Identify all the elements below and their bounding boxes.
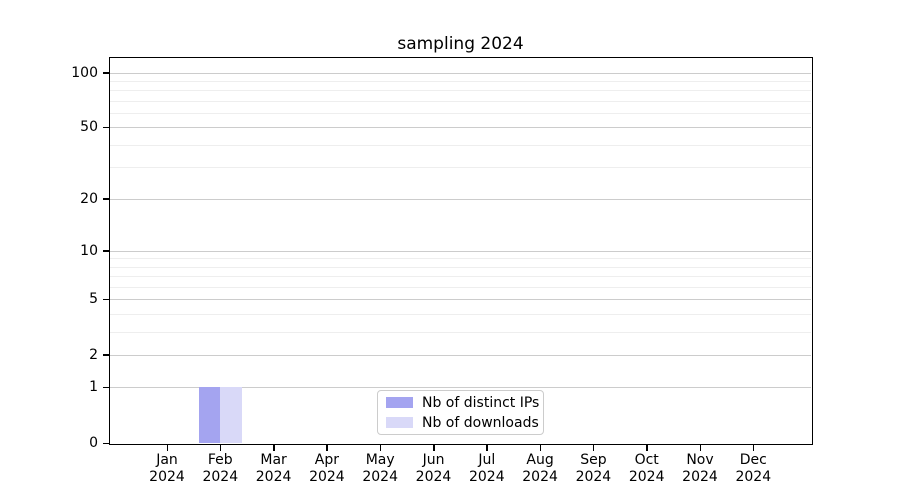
major-gridline [110,299,811,301]
y-tick-mark [103,386,110,389]
x-tick-mark [752,444,755,451]
x-tick-label: Apr 2024 [309,452,345,485]
legend-label: Nb of downloads [422,414,539,431]
y-tick-label: 0 [89,435,98,451]
x-tick-mark [273,444,275,451]
y-tick-label: 1 [89,379,98,396]
minor-gridline [110,113,811,114]
legend-item: Nb of distinct IPs [386,395,539,411]
minor-gridline [110,276,811,278]
x-tick-label: Oct 2024 [628,452,665,485]
legend-label: Nb of distinct IPs [422,394,540,411]
x-tick-mark [592,444,595,451]
minor-gridline [110,90,811,92]
x-tick-mark [646,444,648,451]
x-tick-mark [379,444,382,451]
bar-nb-of-downloads [220,387,242,443]
bar-nb-of-distinct-ips [199,387,221,443]
minor-gridline [110,266,811,268]
x-tick-label: May 2024 [362,452,398,485]
x-tick-mark [699,444,701,451]
y-tick-mark [103,442,110,444]
y-tick-mark [103,250,110,252]
legend-item: Nb of downloads [386,415,539,431]
y-tick-label: 2 [89,346,98,363]
legend-swatch [386,417,413,428]
y-tick-mark [103,354,110,356]
x-tick-label: Sep 2024 [575,452,612,485]
x-tick-label: Feb 2024 [202,452,239,485]
x-tick-label: Dec 2024 [735,452,772,485]
x-tick-mark [326,444,328,451]
x-tick-mark [166,444,168,451]
x-tick-label: Jan 2024 [149,452,185,485]
chart-title: sampling 2024 [397,34,524,54]
minor-gridline [110,100,811,102]
major-gridline [110,198,811,200]
y-tick-label: 10 [80,242,98,259]
major-gridline [110,250,811,252]
x-tick-mark [539,444,542,451]
minor-gridline [110,167,811,169]
x-tick-label: Mar 2024 [255,452,292,485]
y-tick-mark [103,298,110,301]
y-tick-label: 100 [71,64,98,81]
x-tick-mark [219,444,222,451]
y-tick-label: 20 [80,190,98,207]
major-gridline [110,127,811,129]
x-tick-label: Nov 2024 [682,452,718,485]
major-gridline [110,72,811,74]
minor-gridline [110,331,811,333]
y-tick-mark [103,198,110,200]
minor-gridline [110,80,811,82]
major-gridline [110,387,811,389]
y-tick-mark [103,126,110,129]
legend: Nb of distinct IPs Nb of downloads [377,390,544,435]
minor-gridline [110,286,811,288]
major-gridline [110,354,811,356]
x-tick-label: Jun 2024 [415,452,452,485]
x-tick-mark [486,444,488,451]
legend-swatch [386,397,413,408]
minor-gridline [110,258,811,260]
minor-gridline [110,313,811,315]
x-tick-label: Aug 2024 [522,452,558,485]
y-tick-label: 5 [89,291,98,308]
plot-area [110,58,811,443]
x-tick-label: Jul 2024 [468,452,505,485]
y-tick-label: 50 [80,119,98,136]
x-tick-mark [433,444,435,451]
minor-gridline [110,144,811,146]
y-tick-mark [103,72,110,74]
